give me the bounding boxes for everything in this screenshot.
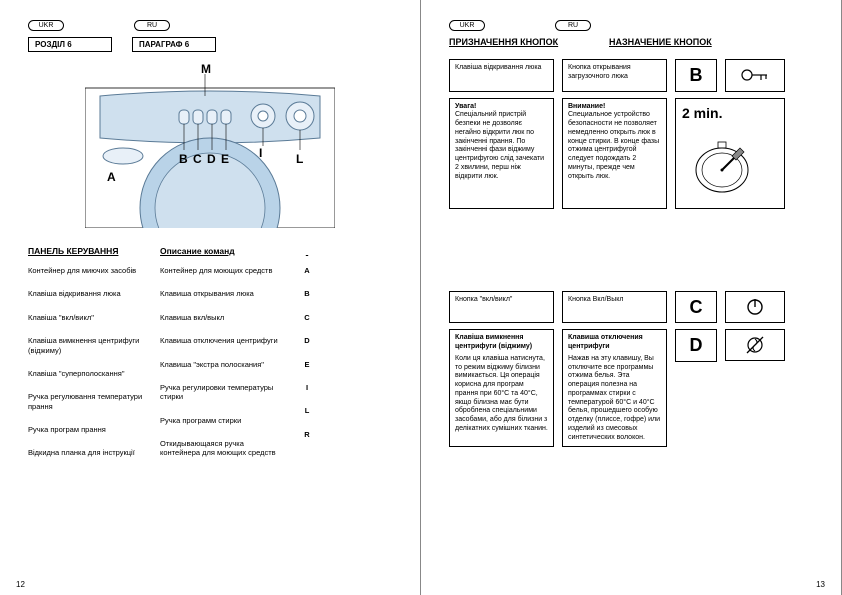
letter-7: R — [292, 430, 322, 439]
letter-1: B — [292, 289, 322, 298]
letter-0: A — [292, 266, 322, 275]
letter-6: L — [292, 406, 322, 415]
row-ukr-0: Контейнер для миючих засобів — [28, 266, 148, 275]
key-icon — [725, 59, 785, 92]
letter-5: I — [292, 383, 322, 392]
section-headers: РОЗДІЛ 6 ПАРАГРАФ 6 — [28, 37, 392, 52]
cell-d-letter: D — [675, 329, 717, 362]
cell-d-ukr: Клавіша вимкнення центрифуги (віджиму) К… — [449, 329, 554, 447]
cell-d-ukr-t: Клавіша вимкнення центрифуги (віджиму) — [455, 334, 548, 352]
row-ru-5: Ручка регулировки температуры стирки — [160, 383, 280, 402]
lang-ru-badge: RU — [134, 20, 170, 31]
label-B: B — [179, 152, 188, 166]
lang-ukr-badge: UKR — [28, 20, 64, 31]
panel-svg — [85, 68, 335, 228]
section-ru: ПАРАГРАФ 6 — [132, 37, 216, 52]
nospin-icon — [725, 329, 785, 361]
cell-d-ukr-b: Коли ця клавіша натиснута, то режим відж… — [455, 355, 548, 434]
cell-c-ru: Кнопка Вкл/Выкл — [562, 291, 667, 324]
subhead-ukr: ПАНЕЛЬ КЕРУВАННЯ — [28, 246, 148, 256]
col-ukr: ПАНЕЛЬ КЕРУВАННЯ Контейнер для миючих за… — [28, 246, 148, 472]
warn-ukr-title: Увага! — [455, 103, 548, 112]
warn-ukr-body: Спеціальний пристрій безпеки не дозволяє… — [455, 111, 548, 181]
page-number-right: 13 — [816, 580, 825, 589]
letter-3: D — [292, 336, 322, 345]
label-C: C — [193, 152, 202, 166]
power-icon — [725, 291, 785, 324]
language-badges: UKR RU — [28, 20, 392, 31]
warn-ru: Внимание! Специальное устройство безопас… — [562, 98, 667, 209]
heading-ru: НАЗНАЧЕНИЕ КНОПОК — [609, 37, 729, 47]
cell-d-ru-b: Нажав на эту клавишу, Вы отключите все п… — [568, 355, 661, 443]
row-ru-3: Клавиша отключения центрифуги — [160, 336, 280, 345]
row-ru-6: Ручка программ стирки — [160, 416, 280, 425]
controls-table: ПАНЕЛЬ КЕРУВАННЯ Контейнер для миючих за… — [28, 246, 392, 472]
language-badges-r: UKR RU — [449, 20, 813, 31]
page-number-left: 12 — [16, 580, 25, 589]
cell-b-ru: Кнопка открывания загрузочного люка — [562, 59, 667, 92]
control-panel-diagram: M B C D E I L A — [85, 68, 335, 228]
stopwatch-icon — [682, 128, 762, 198]
row-ukr-5: Ручка регулювання температури прання — [28, 392, 148, 411]
letter-4: E — [292, 360, 322, 369]
warn-ukr: Увага! Спеціальний пристрій безпеки не д… — [449, 98, 554, 209]
row-ukr-7: Відкидна планка для інструкції — [28, 448, 148, 457]
row-ru-2: Клавиша вкл/выкл — [160, 313, 280, 322]
section-ukr: РОЗДІЛ 6 — [28, 37, 112, 52]
cell-b-ukr: Клавіша відкривання люка — [449, 59, 554, 92]
letter-2: C — [292, 313, 322, 322]
cell-d-ru: Клавиша отключения центрифуги Нажав на э… — [562, 329, 667, 447]
headings: ПРИЗНАЧЕННЯ КНОПОК НАЗНАЧЕНИЕ КНОПОК — [449, 37, 813, 47]
twomin-label: 2 min. — [682, 105, 778, 123]
spacer — [449, 215, 785, 285]
row-ukr-3: Клавіша вимкнення центрифуги (віджиму) — [28, 336, 148, 355]
label-D: D — [207, 152, 216, 166]
heading-ukr: ПРИЗНАЧЕННЯ КНОПОК — [449, 37, 569, 47]
page-right: UKR RU ПРИЗНАЧЕННЯ КНОПОК НАЗНАЧЕНИЕ КНО… — [421, 0, 842, 595]
subhead-ru: Описание команд — [160, 246, 280, 256]
warn-ru-title: Внимание! — [568, 103, 661, 112]
label-L: L — [296, 152, 303, 166]
col-letters: A B C D E I L R — [292, 246, 322, 472]
label-A: A — [107, 170, 116, 184]
row-ru-7: Откидывающаяся ручка контейнера для моющ… — [160, 439, 280, 458]
row-ru-0: Контейнер для моющих средств — [160, 266, 280, 275]
label-E: E — [221, 152, 229, 166]
cell-d-ru-t: Клавиша отключения центрифуги — [568, 334, 661, 352]
cell-c-letter: C — [675, 291, 717, 324]
cell-c-ukr: Кнопка "вкл/викл" — [449, 291, 554, 324]
twomin-cell: 2 min. — [675, 98, 785, 209]
row-ukr-6: Ручка програм прання — [28, 425, 148, 434]
label-I: I — [259, 146, 262, 160]
page-left: UKR RU РОЗДІЛ 6 ПАРАГРАФ 6 — [0, 0, 421, 595]
row-ukr-4: Клавіша "суперполоскання" — [28, 369, 148, 378]
row-ru-1: Клавиша открывания люка — [160, 289, 280, 298]
col-ru: Описание команд Контейнер для моющих сре… — [160, 246, 280, 472]
warn-ru-body: Специальное устройство безопасности не п… — [568, 111, 661, 181]
lang-ukr-badge-r: UKR — [449, 20, 485, 31]
cell-b-letter: B — [675, 59, 717, 92]
row-ru-4: Клавиша "экстра полоскания" — [160, 360, 280, 369]
label-M: M — [201, 62, 211, 76]
button-grid: Клавіша відкривання люка Кнопка открыван… — [449, 59, 813, 447]
lang-ru-badge-r: RU — [555, 20, 591, 31]
row-ukr-1: Клавіша відкривання люка — [28, 289, 148, 298]
row-ukr-2: Клавіша "вкл/викл" — [28, 313, 148, 322]
